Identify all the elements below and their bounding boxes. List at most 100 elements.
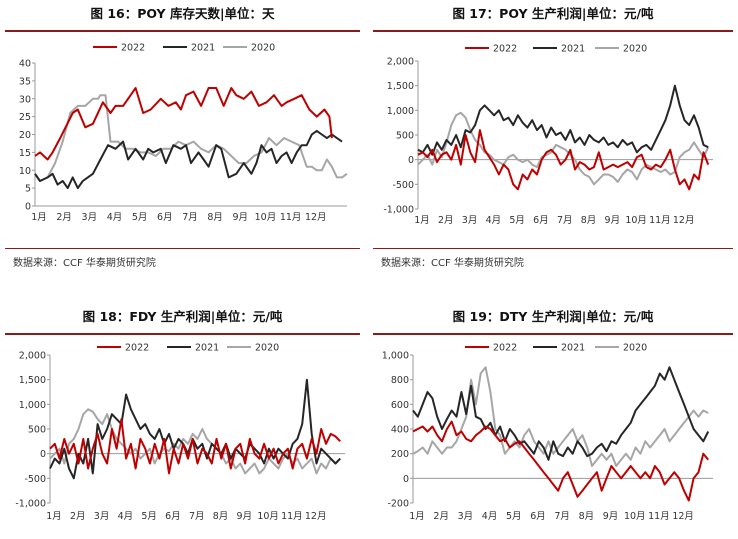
series-line-2022 xyxy=(417,129,710,191)
x-tick-label: 5月 xyxy=(132,212,148,223)
x-tick-label: 6月 xyxy=(157,212,173,223)
source-rule xyxy=(5,248,360,249)
legend-label: 2020 xyxy=(255,343,279,354)
x-tick-label: 3月 xyxy=(94,511,110,522)
title-rule xyxy=(373,333,733,335)
legend-label: 2021 xyxy=(195,343,219,354)
title-rule xyxy=(5,333,360,335)
x-tick-label: 2月 xyxy=(70,511,86,522)
x-tick-label: 4月 xyxy=(486,215,502,226)
y-tick-label: 200 xyxy=(391,449,409,460)
x-tick-label: 11月 xyxy=(281,511,303,522)
y-tick-label: 0 xyxy=(25,202,31,213)
y-tick-label: 10 xyxy=(19,166,31,177)
source-note: 数据来源：CCF 华泰期货研究院 xyxy=(13,258,156,269)
series-line-2021 xyxy=(417,84,709,156)
y-tick-label: 15 xyxy=(19,148,31,159)
y-tick-label: 0 xyxy=(40,449,46,460)
x-tick-label: 12月 xyxy=(673,215,695,226)
chart-title: 图 16：POY 库存天数|单位：天 xyxy=(90,6,275,21)
x-tick-label: 7月 xyxy=(557,215,573,226)
y-tick-label: 5 xyxy=(25,184,31,195)
x-tick-label: 11月 xyxy=(280,212,302,223)
x-tick-label: 2月 xyxy=(433,511,449,522)
x-tick-label: 4月 xyxy=(118,511,134,522)
y-tick-label: 800 xyxy=(391,375,409,386)
series-line-2021 xyxy=(34,129,343,190)
chart-svg: 40 35 30 25 20 15 10 5 01月 2月 3月 4月 5月 6月 7月 8月 9月 10月 11月… xyxy=(19,43,348,223)
x-tick-label: 8月 xyxy=(581,215,597,226)
x-tick-label: 2月 xyxy=(56,212,72,223)
y-tick-label: 400 xyxy=(391,425,409,436)
x-tick-label: 12月 xyxy=(672,511,694,522)
chart-title: 图 18：FDY 生产利润|单位：元/吨 xyxy=(82,309,283,324)
y-tick-label: 1,000 xyxy=(382,351,409,362)
legend-label: 2020 xyxy=(251,43,275,54)
chart-title: 图 19：DTY 生产利润|单位：元/吨 xyxy=(452,309,654,324)
x-tick-label: 7月 xyxy=(189,511,205,522)
chart-title: 图 17：POY 生产利润|单位：元/吨 xyxy=(452,6,654,21)
legend-label: 2022 xyxy=(493,44,517,55)
x-tick-label: 9月 xyxy=(605,215,621,226)
x-tick-label: 5月 xyxy=(509,215,525,226)
y-tick-label: 20 xyxy=(19,130,31,141)
y-tick-label: -1,000 xyxy=(383,205,414,216)
x-tick-label: 6月 xyxy=(530,511,546,522)
x-tick-label: 10月 xyxy=(255,212,277,223)
x-tick-label: 1月 xyxy=(46,511,62,522)
legend-label: 2021 xyxy=(561,44,585,55)
x-tick-label: 4月 xyxy=(482,511,498,522)
y-tick-label: 1,500 xyxy=(387,81,414,92)
x-tick-label: 4月 xyxy=(107,212,123,223)
x-tick-label: 2月 xyxy=(438,215,454,226)
series-line-2020 xyxy=(417,111,710,186)
x-tick-label: 1月 xyxy=(409,511,425,522)
x-tick-label: 8月 xyxy=(213,511,229,522)
legend-label: 2020 xyxy=(623,44,647,55)
chart-panel-poy-inventory: 图 16：POY 库存天数|单位：天 40 35 30 25 20 15 10 5 0 1月 2月 3… xyxy=(5,0,360,270)
y-tick-label: 1,000 xyxy=(19,400,46,411)
x-tick-label: 9月 xyxy=(603,511,619,522)
y-tick-label: 600 xyxy=(391,400,409,411)
x-tick-label: 10月 xyxy=(625,215,647,226)
x-tick-label: 3月 xyxy=(82,212,98,223)
series-line-2022 xyxy=(412,420,709,502)
x-tick-label: 6月 xyxy=(533,215,549,226)
y-tick-label: 0 xyxy=(408,155,414,166)
series-line-2022 xyxy=(34,87,333,161)
source-rule xyxy=(373,248,733,249)
legend-label: 2022 xyxy=(121,43,145,54)
y-tick-label: 25 xyxy=(19,112,31,123)
x-tick-label: 9月 xyxy=(237,511,253,522)
x-tick-label: 12月 xyxy=(305,511,327,522)
series-line-2020 xyxy=(34,94,348,182)
y-tick-label: 1,000 xyxy=(387,106,414,117)
title-rule xyxy=(5,30,360,32)
title-rule xyxy=(373,30,733,32)
source-note: 数据来源：CCF 华泰期货研究院 xyxy=(381,258,524,269)
x-tick-label: 9月 xyxy=(233,212,249,223)
x-tick-label: 7月 xyxy=(182,212,198,223)
x-tick-label: 7月 xyxy=(554,511,570,522)
y-tick-label: 2,000 xyxy=(387,57,414,68)
y-tick-label: 30 xyxy=(19,94,31,105)
y-tick-label: 500 xyxy=(28,425,46,436)
y-tick-label: -500 xyxy=(24,474,46,485)
x-tick-label: 5月 xyxy=(141,511,157,522)
x-tick-label: 1月 xyxy=(31,212,47,223)
x-tick-label: 8月 xyxy=(207,212,223,223)
y-tick-label: -200 xyxy=(387,499,409,510)
x-tick-label: 11月 xyxy=(649,215,671,226)
x-tick-label: 8月 xyxy=(579,511,595,522)
legend-label: 2021 xyxy=(191,43,215,54)
y-tick-label: 0 xyxy=(403,474,409,485)
chart-panel-poy-profit: 图 17：POY 生产利润|单位：元/吨 2,000 1,500 1,000 500 0… xyxy=(373,0,733,270)
y-tick-label: 2,000 xyxy=(19,351,46,362)
x-tick-label: 11月 xyxy=(648,511,670,522)
x-tick-label: 10月 xyxy=(257,511,279,522)
y-tick-label: 1,500 xyxy=(19,375,46,386)
y-tick-label: 35 xyxy=(19,76,31,87)
